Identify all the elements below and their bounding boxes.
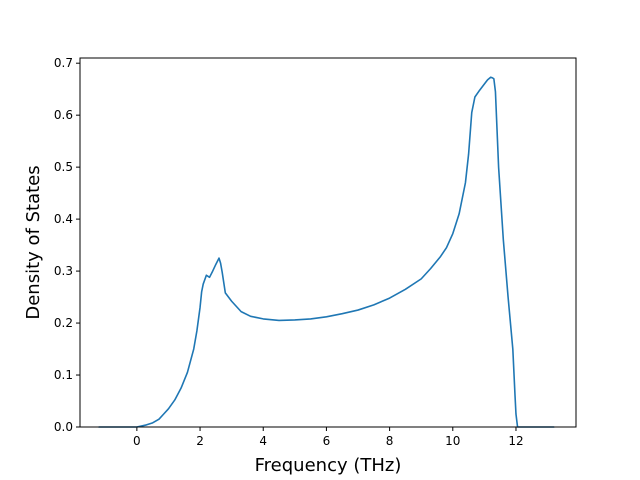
y-tick-label: 0.0 — [54, 420, 73, 434]
plot-frame — [79, 57, 577, 428]
series-line — [98, 76, 555, 428]
y-tick-label: 0.5 — [54, 160, 73, 174]
y-tick-label: 0.4 — [54, 212, 73, 226]
y-tick-label: 0.3 — [54, 264, 73, 278]
y-tick-label: 0.2 — [54, 316, 73, 330]
x-axis-ticks: 0 2 4 6 8 10 12 — [133, 427, 524, 448]
y-tick-label: 0.1 — [54, 368, 73, 382]
y-tick-label: 0.6 — [54, 108, 73, 122]
x-tick-label: 4 — [259, 434, 267, 448]
y-tick-label: 0.7 — [54, 56, 73, 70]
x-tick-label: 0 — [133, 434, 141, 448]
x-tick-label: 12 — [508, 434, 523, 448]
y-axis-ticks: 0.0 0.1 0.2 0.3 0.4 0.5 0.6 0.7 — [54, 56, 80, 434]
x-tick-label: 10 — [445, 434, 460, 448]
plot-area — [80, 58, 576, 427]
x-tick-label: 2 — [196, 434, 204, 448]
x-tick-label: 6 — [323, 434, 331, 448]
y-axis-label: Density of States — [23, 165, 44, 319]
x-axis-label: Frequency (THz) — [255, 455, 402, 476]
x-tick-label: 8 — [386, 434, 394, 448]
